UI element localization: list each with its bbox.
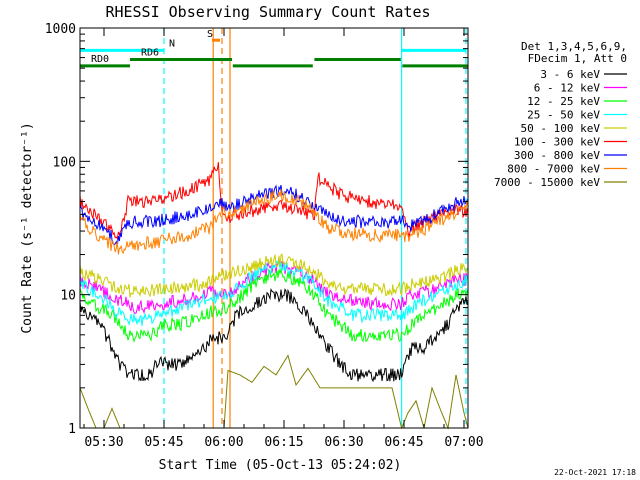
plot-layer: N S RD0 RD6 (79, 28, 469, 430)
chart-title: RHESSI Observing Summary Count Rates (105, 3, 430, 21)
legend-entry-3: 25 - 50 keV (527, 109, 600, 122)
legend: Det 1,3,4,5,6,9,FDecim 1, Att 0 3 - 6 keV… (494, 40, 627, 189)
footer-timestamp: 22-Oct-2021 17:18 (554, 468, 636, 477)
legend-entry-0: 3 - 6 keV (540, 68, 600, 81)
series-line-5 (79, 162, 469, 241)
legend-header-1: FDecim 1, Att 0 (528, 52, 627, 65)
x-tick-label-6: 07:00 (444, 435, 483, 450)
x-tick-label-2: 06:00 (204, 435, 243, 450)
y-axis-label: Count Rate (s⁻¹ detector⁻¹) (20, 122, 35, 333)
annotation-label-3: RD0 (91, 54, 109, 65)
series-line-3 (79, 260, 469, 327)
legend-header-0: Det 1,3,4,5,6,9, (521, 40, 627, 53)
series-line-0 (79, 287, 469, 383)
series-line-7 (79, 188, 469, 255)
annotation-label-0: N (169, 38, 175, 49)
legend-entry-2: 12 - 25 keV (527, 95, 600, 108)
y-tick-label-1: 10 (60, 289, 76, 304)
plot-frame (79, 27, 469, 429)
legend-entry-6: 300 - 800 keV (514, 149, 600, 162)
series-line-6 (79, 184, 469, 247)
series-line-2 (79, 267, 469, 343)
series-line-8 (79, 354, 469, 430)
x-tick-label-3: 06:15 (264, 435, 303, 450)
y-axis: 1 10 100 1000 (45, 22, 468, 437)
y-tick-label-2: 100 (53, 155, 76, 170)
x-tick-label-5: 06:45 (384, 435, 423, 450)
legend-entry-8: 7000 - 15000 keV (494, 176, 600, 189)
series-line-4 (79, 253, 469, 298)
annotation-label-4: RD6 (141, 48, 159, 59)
legend-entry-7: 800 - 7000 keV (507, 163, 600, 176)
x-tick-label-1: 05:45 (144, 435, 183, 450)
legend-entry-4: 50 - 100 keV (521, 122, 601, 135)
annotation-label-2: S (207, 29, 213, 40)
x-tick-label-4: 06:30 (324, 435, 363, 450)
x-tick-label-0: 05:30 (84, 435, 123, 450)
x-axis-label: Start Time (05-Oct-13 05:24:02) (159, 458, 402, 473)
y-tick-label-3: 1000 (45, 22, 76, 37)
legend-entry-5: 100 - 300 keV (514, 136, 600, 149)
y-tick-label-0: 1 (68, 422, 76, 437)
legend-entry-1: 6 - 12 keV (534, 82, 601, 95)
x-axis: 05:30 05:45 06:00 06:15 06:30 06:45 07:00 (83, 28, 484, 450)
